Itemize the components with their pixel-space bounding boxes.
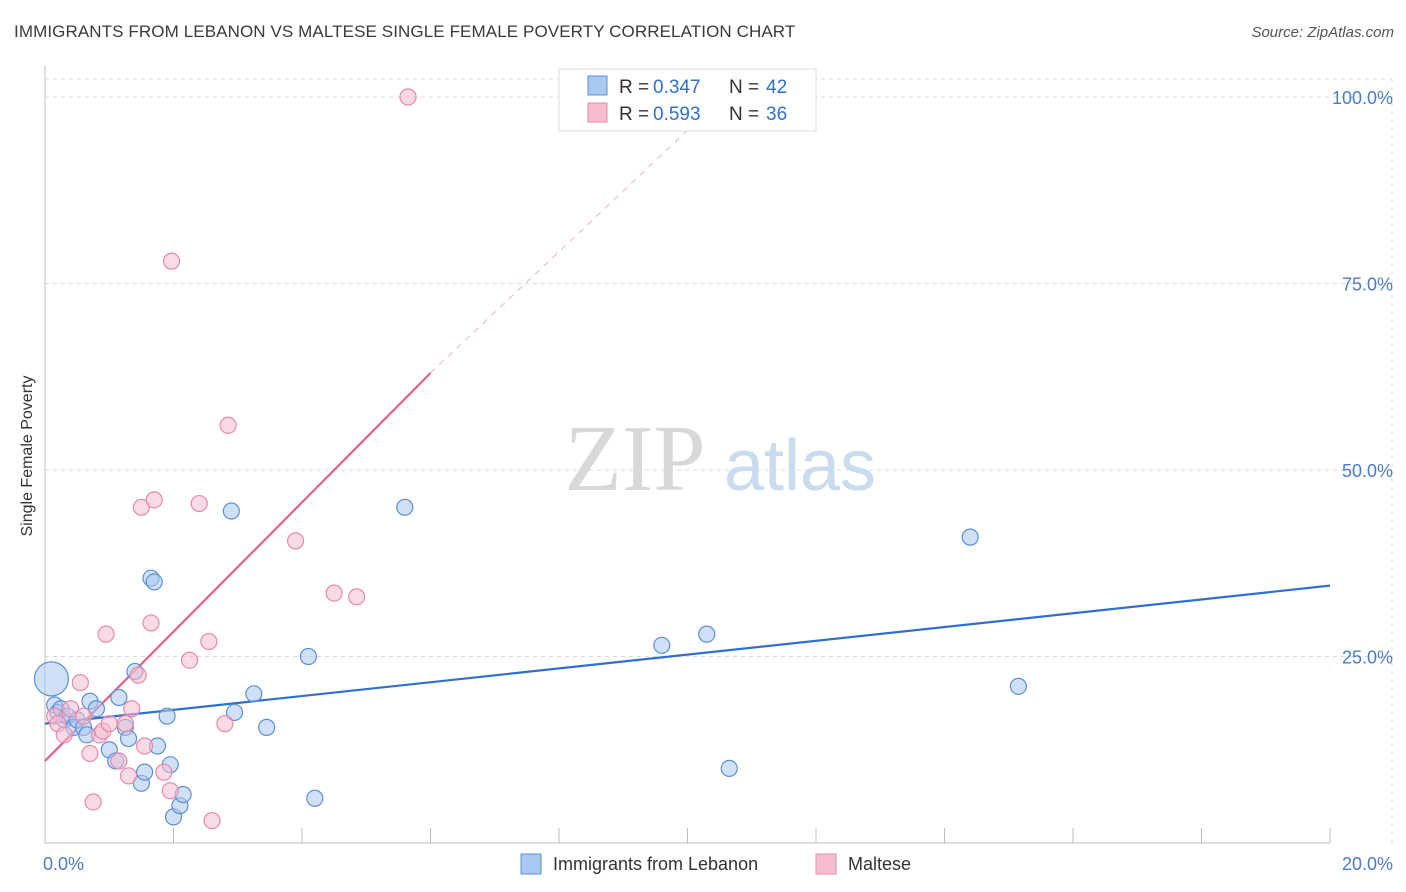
watermark-zip: ZIP <box>565 407 706 511</box>
data-points <box>34 89 1026 829</box>
point-maltese <box>121 768 137 784</box>
legend-label-maltese: Maltese <box>848 854 911 874</box>
point-lebanon <box>699 626 715 642</box>
point-maltese <box>400 89 416 105</box>
legend-n-label: N = <box>729 77 759 98</box>
legend-r-label: R = <box>619 77 649 98</box>
point-maltese <box>72 675 88 691</box>
x-tick-label: 20.0% <box>1342 854 1393 874</box>
point-maltese <box>156 764 172 780</box>
stats-legend: R = 0.347 N = 42 R = 0.593 N = 36 <box>559 69 816 131</box>
y-tick-label: 50.0% <box>1342 461 1393 481</box>
legend-r-value: 0.347 <box>653 77 701 98</box>
point-lebanon <box>34 662 68 696</box>
y-tick-label: 75.0% <box>1342 275 1393 295</box>
legend-swatch-blue <box>588 76 607 95</box>
legend-r-label: R = <box>619 104 649 125</box>
point-maltese <box>117 716 133 732</box>
point-maltese <box>204 813 220 829</box>
point-lebanon <box>307 790 323 806</box>
point-maltese <box>143 615 159 631</box>
point-lebanon <box>962 529 978 545</box>
point-maltese <box>288 533 304 549</box>
point-maltese <box>85 794 101 810</box>
point-lebanon <box>246 686 262 702</box>
point-lebanon <box>223 503 239 519</box>
point-lebanon <box>111 690 127 706</box>
legend-swatch-pink <box>588 103 607 122</box>
tick-labels: 25.0% 50.0% 75.0% 100.0% 0.0% 20.0% <box>43 88 1393 874</box>
legend-n-value: 36 <box>766 104 787 125</box>
point-lebanon <box>159 708 175 724</box>
point-maltese <box>349 589 365 605</box>
point-maltese <box>201 634 217 650</box>
point-maltese <box>124 701 140 717</box>
point-lebanon <box>654 637 670 653</box>
legend-swatch-maltese <box>816 854 836 874</box>
point-maltese <box>182 652 198 668</box>
y-tick-label: 25.0% <box>1342 648 1393 668</box>
series-legend: Immigrants from Lebanon Maltese <box>521 854 911 874</box>
point-maltese <box>56 727 72 743</box>
point-maltese <box>76 708 92 724</box>
point-lebanon <box>137 764 153 780</box>
legend-r-value: 0.593 <box>653 104 701 125</box>
point-lebanon <box>397 499 413 515</box>
point-maltese <box>162 783 178 799</box>
x-tick-label: 0.0% <box>43 854 84 874</box>
legend-swatch-lebanon <box>521 854 541 874</box>
point-lebanon <box>721 760 737 776</box>
point-lebanon <box>121 731 137 747</box>
point-lebanon <box>1010 678 1026 694</box>
point-maltese <box>111 753 127 769</box>
trend-line-lebanon <box>45 586 1330 724</box>
point-maltese <box>137 738 153 754</box>
legend-label-lebanon: Immigrants from Lebanon <box>553 854 758 874</box>
point-maltese <box>164 253 180 269</box>
point-maltese <box>101 716 117 732</box>
y-tick-label: 100.0% <box>1332 88 1393 108</box>
point-lebanon <box>259 719 275 735</box>
scatter-chart: ZIP atlas 25.0% 50.0% 75.0% 100.0% 0.0% 20.0%… <box>0 0 1406 892</box>
legend-n-value: 42 <box>766 77 787 98</box>
point-maltese <box>191 496 207 512</box>
point-maltese <box>130 667 146 683</box>
point-maltese <box>326 585 342 601</box>
point-maltese <box>82 745 98 761</box>
point-lebanon <box>146 574 162 590</box>
point-lebanon <box>300 649 316 665</box>
point-maltese <box>220 417 236 433</box>
watermark-atlas: atlas <box>724 426 876 506</box>
legend-n-label: N = <box>729 104 759 125</box>
gridlines <box>45 79 1392 843</box>
point-maltese <box>217 716 233 732</box>
point-maltese <box>146 492 162 508</box>
point-maltese <box>98 626 114 642</box>
